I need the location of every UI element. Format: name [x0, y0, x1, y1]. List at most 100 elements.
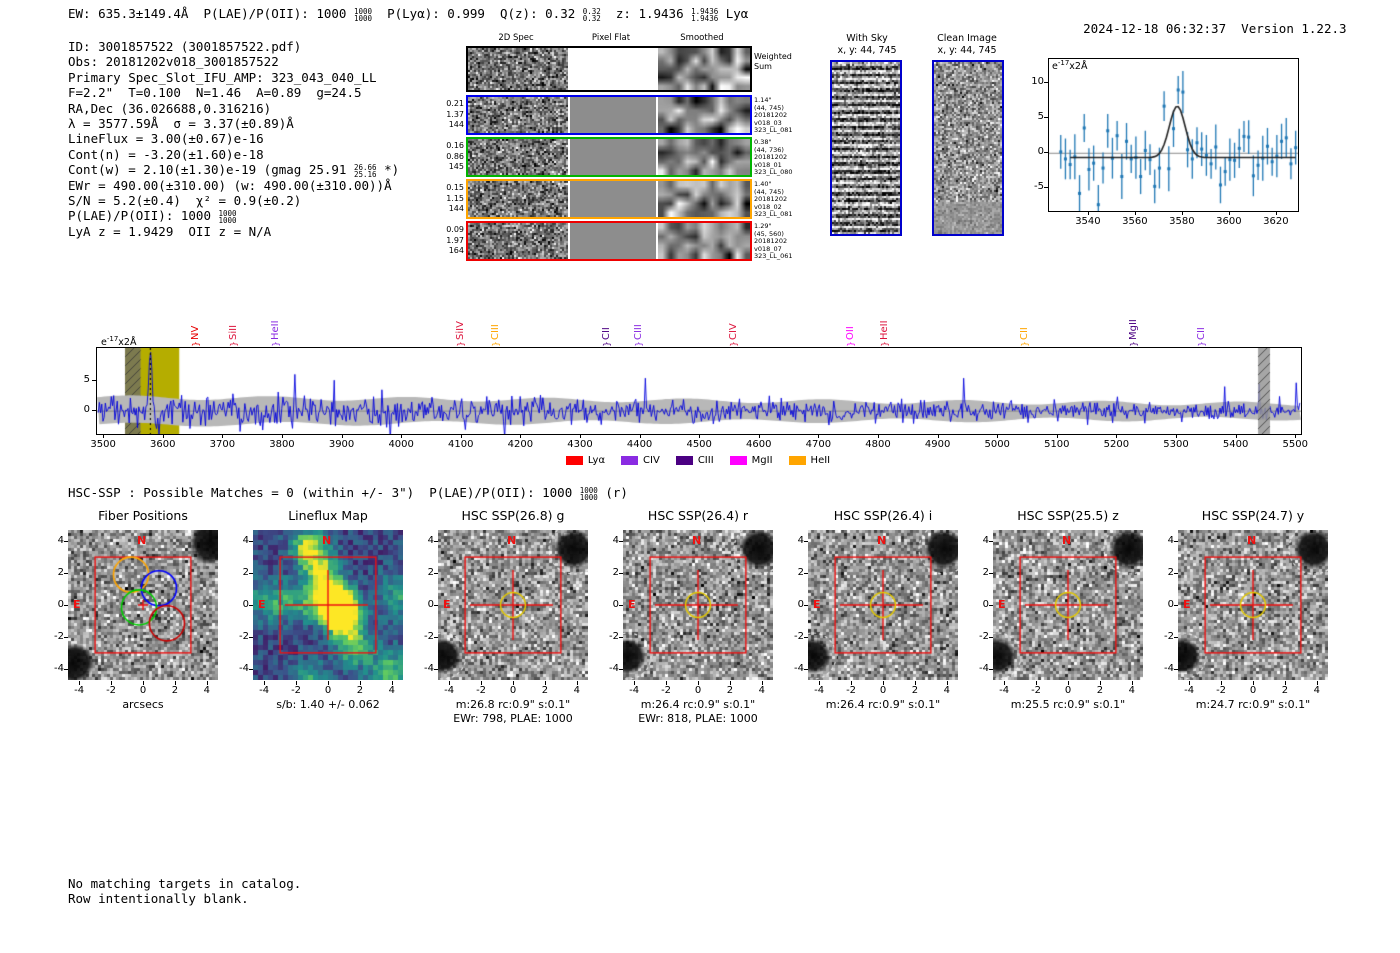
cutout-3-ytick-mark-4 — [619, 541, 623, 543]
line-fit-zoom-plot: e-17x2Å -5 0 5 10 3540 3560 3580 3600 3620 — [1010, 52, 1350, 232]
zoom-xtick-0: 3540 — [1075, 216, 1101, 227]
spectrum-xtick-8: 4300 — [567, 439, 593, 450]
cutout-1-xtick-2: 0 — [324, 685, 332, 696]
cutout-5-xtick-mark-2 — [1068, 681, 1069, 685]
zoom-ytick-1: 0 — [1037, 146, 1044, 158]
cutout-3-ytick-0: -4 — [609, 662, 619, 674]
spec2d-row-2-img-2 — [658, 139, 750, 175]
cutout-0-east-label: E — [73, 598, 81, 611]
cutout-5-ytick-mark-1 — [989, 636, 993, 638]
info-line-10-text-0: S/N = 5.2(±0.4) χ² = 0.9(±0.2) — [68, 192, 302, 208]
line-label-brace-0: { — [190, 341, 201, 347]
info-line-3-text-0: F=2.2" T=0.100 N=1.46 A=0.89 g=24.5 — [68, 85, 362, 101]
cutout-5-xtick-mark-1 — [1036, 681, 1038, 685]
footer-line-2: Row intentionally blank. — [68, 891, 249, 907]
header-frac-lo: 1.9436 — [691, 14, 719, 23]
zoom-xtick-2: 3580 — [1169, 216, 1195, 227]
cutout-2-xtick-3: 2 — [541, 685, 549, 696]
spec2d-row-1-img-1 — [570, 97, 656, 133]
cutout-6-xtick-mark-4 — [1316, 681, 1318, 685]
detection-info-block: ID: 3001857522 (3001857522.pdf) Obs: 2018… — [68, 39, 399, 239]
cutout-4-ytick-3: 2 — [797, 567, 804, 579]
zoom-xtick-mark-0 — [1087, 211, 1089, 215]
clean-image-frame — [932, 60, 1004, 236]
clean-image-title: Clean Image — [937, 33, 997, 44]
spec2d-row-4 — [466, 221, 752, 261]
spectrum-xtick-mark-14 — [937, 434, 939, 438]
line-label-siii-1: SiII — [227, 324, 239, 340]
cutout-title-5: HSC SSP(25.5) z — [1017, 508, 1119, 523]
zoom-ytick-3: 10 — [1031, 75, 1044, 87]
cutout-5-east-label: E — [998, 598, 1006, 611]
spec2d-row-2-img-1 — [570, 139, 656, 175]
cutout-1-ytick-mark-2 — [249, 605, 253, 606]
legend-label-heii: HeII — [810, 455, 831, 466]
info-line-5: λ = 3577.59Å σ = 3.37(±0.89)Å — [68, 116, 399, 131]
spec2d-row-0-img-2 — [658, 48, 750, 90]
cutout-3-ytick-mark-2 — [619, 605, 623, 606]
cutout-1-xtick-mark-4 — [391, 681, 393, 685]
cutout-2-xtick-mark-3 — [544, 681, 546, 685]
spec2d-row-3-left-labels: 0.15 1.15 144 — [446, 183, 464, 213]
hsc-line-fraction-1: 1000 1000 — [580, 486, 598, 502]
spec2d-col-title-smoothed: Smoothed — [680, 33, 724, 43]
line-label-heii-2: HeII — [270, 320, 282, 340]
cutout-6-xtick-mark-2 — [1253, 681, 1254, 685]
cutout-0-xlabel: arcsecs — [122, 698, 164, 711]
cutout-2-east-label: E — [443, 598, 451, 611]
spec2d-row-3-right-labels: 1.40" (44, 745) 20181202 v018_02 323_LL_081 — [754, 180, 793, 219]
cutout-3-ytick-mark-1 — [619, 636, 623, 638]
cutout-1-xtick-4: 4 — [388, 685, 396, 696]
cutout-0-ytick-mark-4 — [64, 541, 68, 543]
spec2d-row-3-img-1 — [570, 181, 656, 217]
header-frac-hi: 0.32 — [582, 6, 601, 16]
clean-image-coords: x, y: 44, 745 — [937, 45, 997, 56]
cutout-0-xtick-3: 2 — [171, 685, 179, 696]
full-spectrum-plot: e-17x2Å Lyα CIV CIII MgII HeII 0 5 3500 3600 370… — [60, 300, 1380, 470]
line-label-brace-3: { — [454, 341, 465, 347]
info-line-4-text-0: RA,Dec (36.026688,0.316216) — [68, 100, 272, 116]
line-label-brace-8: { — [845, 341, 856, 347]
spec2d-row-4-img-1 — [570, 223, 656, 259]
with-sky-image-frame — [830, 60, 902, 236]
cutout-0-xtick-0: -4 — [74, 685, 85, 696]
legend-swatch-heii — [788, 456, 806, 465]
info-line-8-text-0: Cont(w) = 2.10(±1.30)e-19 (gmag 25.91 — [68, 162, 354, 178]
cutout-5-ytick-mark-2 — [989, 605, 993, 606]
cutout-6-xtick-mark-1 — [1221, 681, 1223, 685]
report-datetime: 2024-12-18 06:32:37 — [1083, 21, 1227, 36]
cutout-6-ytick-mark-0 — [1174, 668, 1178, 670]
cutout-1-ytick-mark-4 — [249, 541, 253, 543]
cutout-1-xtick-0: -4 — [259, 685, 270, 696]
cutout-1-ytick-4: 4 — [242, 535, 249, 547]
cutout-6-ytick-2: 0 — [1167, 599, 1174, 610]
spectrum-xtick-mark-20 — [1295, 434, 1297, 438]
legend-item-heii: HeII — [788, 455, 831, 466]
cutout-2-north-label: N — [507, 534, 517, 547]
line-label-nv-0: NV — [190, 325, 202, 340]
spec2d-row-3-img-2 — [658, 181, 750, 217]
zoom-ytick-mark-1 — [1044, 152, 1048, 154]
spec2d-row-2-right-labels: 0.38" (44, 736) 20181202 v018_01 323_LL_080 — [754, 138, 793, 177]
cutout-6-ytick-4: 4 — [1167, 535, 1174, 547]
cutout-3-xtick-mark-0 — [634, 681, 636, 685]
cutout-4-xtick-mark-4 — [946, 681, 948, 685]
spectrum-xtick-mark-4 — [341, 434, 343, 438]
header-fraction-5: 1.9436 1.9436 — [691, 7, 719, 23]
spectrum-xtick-mark-1 — [162, 434, 164, 438]
spec2d-row-0-img-0 — [468, 48, 568, 90]
cutout-3-east-label: E — [628, 598, 636, 611]
cutout-0-ytick-mark-1 — [64, 636, 68, 638]
spectrum-xtick-mark-7 — [520, 434, 522, 438]
cutout-title-3: HSC SSP(26.4) r — [647, 508, 749, 523]
cutout-3-xtick-mark-2 — [698, 681, 699, 685]
cutout-image-3 — [623, 530, 773, 680]
cutout-1-xtick-mark-0 — [264, 681, 266, 685]
cutout-3-north-label: N — [692, 534, 702, 547]
spectrum-xtick-15: 5000 — [984, 439, 1010, 450]
cutout-4-ytick-mark-3 — [804, 573, 808, 575]
cutout-4-ytick-4: 4 — [797, 535, 804, 547]
cutout-3-xtick-mark-1 — [666, 681, 668, 685]
cutout-2-ytick-3: 2 — [427, 567, 434, 579]
info-line-2-text-0: Primary Spec_Slot_IFU_AMP: 323_043_040_L… — [68, 69, 377, 85]
